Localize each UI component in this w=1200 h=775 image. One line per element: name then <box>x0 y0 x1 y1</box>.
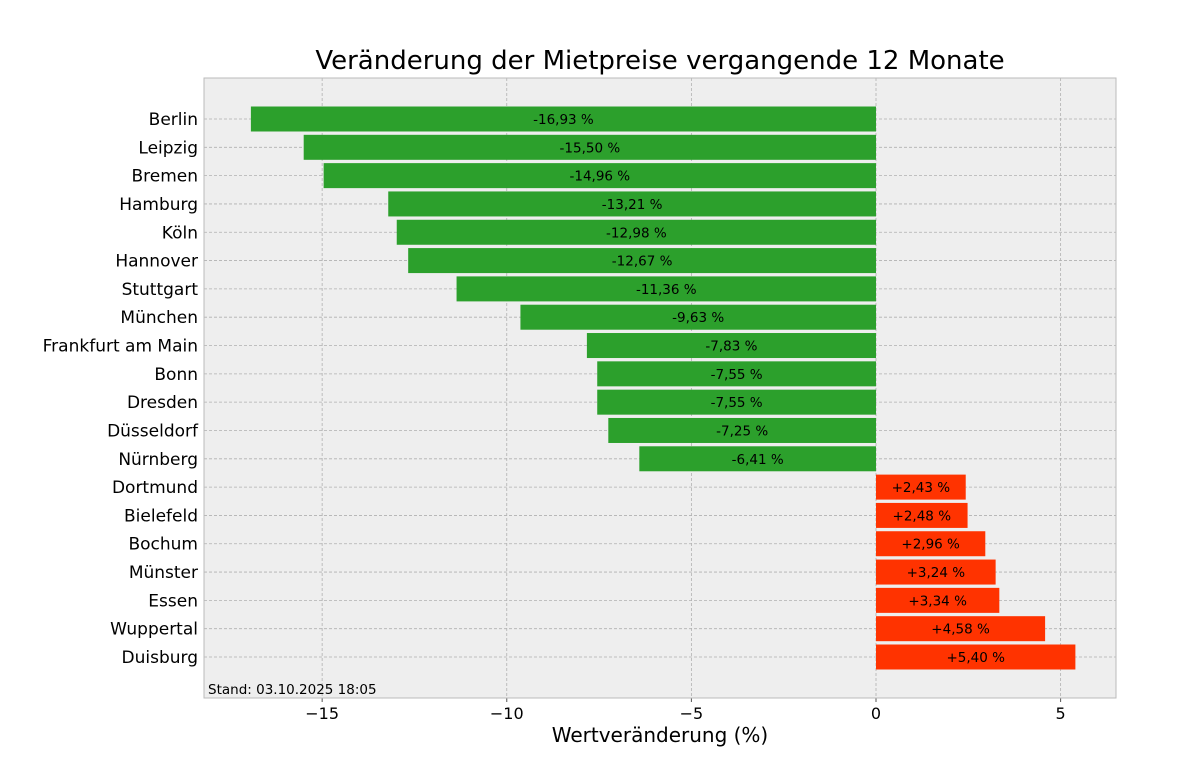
category-label: Düsseldorf <box>107 421 199 441</box>
category-label: Berlin <box>149 110 198 130</box>
bar-value-label: +2,48 % <box>893 508 952 524</box>
bar <box>250 106 876 132</box>
bar <box>323 163 877 189</box>
category-label: Köln <box>162 223 198 243</box>
bar-value-label: -13,21 % <box>602 197 663 213</box>
x-tick-label: 0 <box>871 704 881 723</box>
bar <box>608 417 876 443</box>
category-label: Bochum <box>128 535 198 555</box>
category-label: Bielefeld <box>124 506 198 526</box>
bar <box>876 616 1046 642</box>
bar-value-label: -7,55 % <box>711 395 763 411</box>
category-label: Wuppertal <box>110 620 198 640</box>
bar-value-label: +3,34 % <box>908 593 967 609</box>
timestamp-annotation: Stand: 03.10.2025 18:05 <box>208 682 377 698</box>
x-tick-label: −5 <box>680 704 704 723</box>
bar <box>876 531 986 557</box>
category-labels: Berlin Leipzig Bremen Hamburg Köln Hannover St… <box>43 110 199 668</box>
bar <box>876 474 966 500</box>
bar <box>408 248 876 274</box>
bar-value-label: -7,25 % <box>716 423 768 439</box>
bar-value-label: -16,93 % <box>533 112 594 128</box>
category-label: Hamburg <box>119 195 198 215</box>
x-tick-labels: −15 −10 −5 0 5 <box>305 698 1066 723</box>
bar-value-label: +4,58 % <box>931 622 990 638</box>
bar-value-label: -14,96 % <box>569 169 630 185</box>
x-tick-label: −15 <box>305 704 339 723</box>
bar <box>876 644 1076 670</box>
category-label: Bremen <box>131 167 198 187</box>
category-label: Nürnberg <box>118 450 198 470</box>
bar <box>586 333 876 359</box>
category-label: Stuttgart <box>122 280 199 300</box>
bar <box>876 502 968 528</box>
bar-value-label: -7,83 % <box>705 339 757 355</box>
bar <box>876 559 996 585</box>
category-label: Frankfurt am Main <box>43 337 198 357</box>
bar <box>597 389 876 415</box>
category-label: Duisburg <box>122 648 199 668</box>
bar-value-label: -6,41 % <box>732 452 784 468</box>
category-label: Dortmund <box>112 478 198 498</box>
bar-value-label: +2,43 % <box>892 480 951 496</box>
bar-data-labels: -16,93 % -15,50 % -14,96 % -13,21 % -12,98 %… <box>533 112 1005 666</box>
bar <box>388 191 876 217</box>
bar-value-label: -15,50 % <box>560 140 621 156</box>
bar-value-label: -9,63 % <box>672 310 724 326</box>
bar <box>520 304 876 330</box>
bar-value-label: +3,24 % <box>907 565 966 581</box>
x-axis-label: Wertveränderung (%) <box>552 723 769 747</box>
bar <box>396 219 876 245</box>
category-label: München <box>120 308 198 328</box>
bar <box>639 446 876 472</box>
bar <box>456 276 876 302</box>
category-label: Hannover <box>115 252 198 272</box>
category-label: Essen <box>148 591 198 611</box>
category-label: Münster <box>129 563 198 583</box>
bar-value-label: +5,40 % <box>946 650 1005 666</box>
bar-value-label: +2,96 % <box>901 537 960 553</box>
bar-value-label: -7,55 % <box>711 367 763 383</box>
bar-value-label: -12,67 % <box>612 254 673 270</box>
bar <box>303 134 876 160</box>
category-label: Leipzig <box>138 138 198 158</box>
category-label: Bonn <box>154 365 198 385</box>
bars <box>250 106 1076 670</box>
x-tick-label: −10 <box>490 704 524 723</box>
category-label: Dresden <box>127 393 198 413</box>
bar-value-label: -12,98 % <box>606 225 667 241</box>
bar-value-label: -11,36 % <box>636 282 697 298</box>
plot-border <box>203 77 1117 699</box>
bar <box>876 587 1000 613</box>
chart-title: Veränderung der Mietpreise vergangende 1… <box>315 46 1004 76</box>
bar <box>597 361 876 387</box>
x-tick-label: 5 <box>1056 704 1066 723</box>
